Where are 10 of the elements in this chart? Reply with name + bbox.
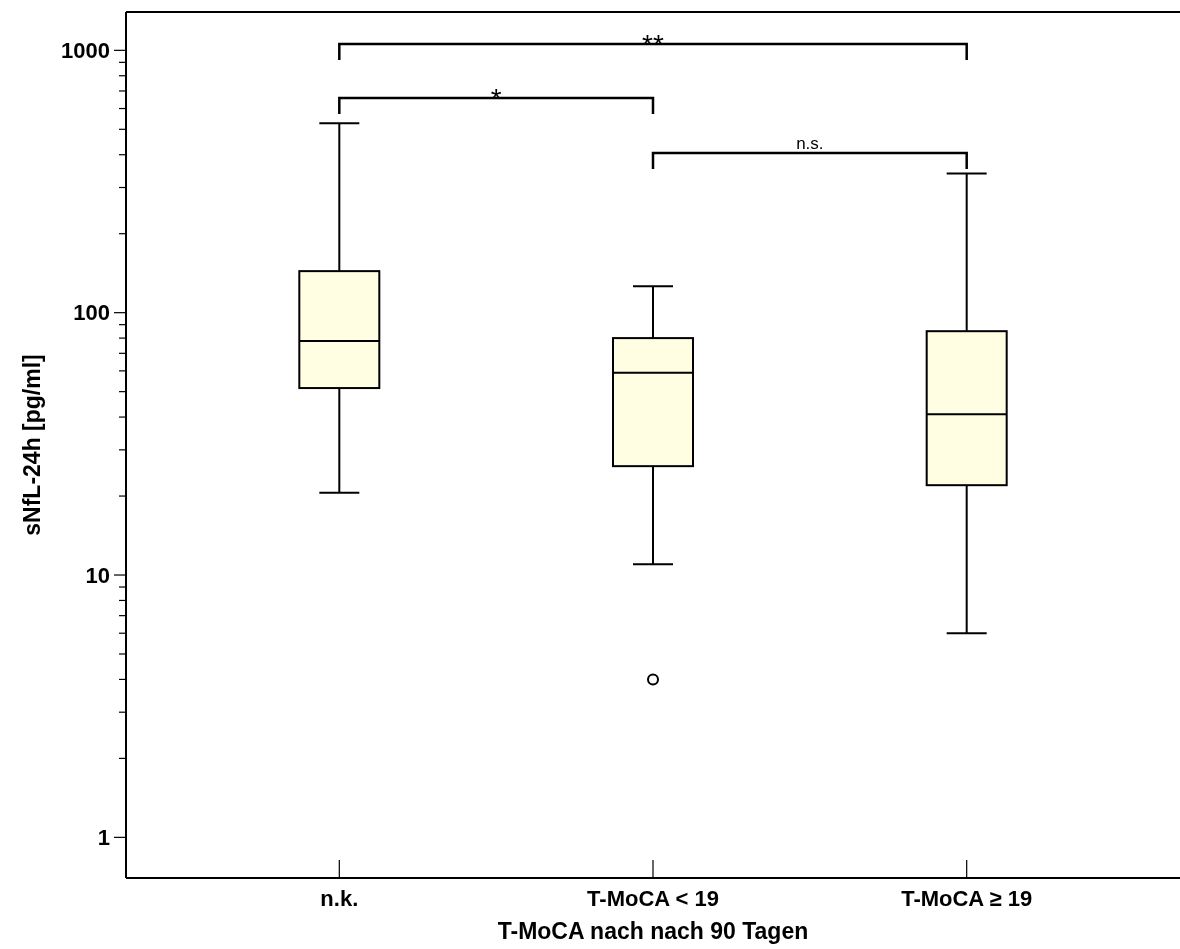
- x-tick-label: n.k.: [320, 886, 359, 911]
- y-tick-label: 100: [73, 300, 110, 326]
- x-axis-title: T-MoCA nach nach 90 Tagen: [497, 918, 809, 944]
- y-axis-title: sNfL-24h [pg/ml]: [19, 354, 45, 536]
- y-tick-label: 1000: [61, 38, 110, 64]
- x-tick-label: T-MoCA < 19: [587, 886, 719, 911]
- annotation: n.s.: [796, 134, 824, 153]
- y-tick-label: 10: [85, 562, 110, 588]
- x-tick-label: T-MoCA ≥ 19: [901, 886, 1033, 911]
- y-tick-label: 1: [97, 825, 110, 851]
